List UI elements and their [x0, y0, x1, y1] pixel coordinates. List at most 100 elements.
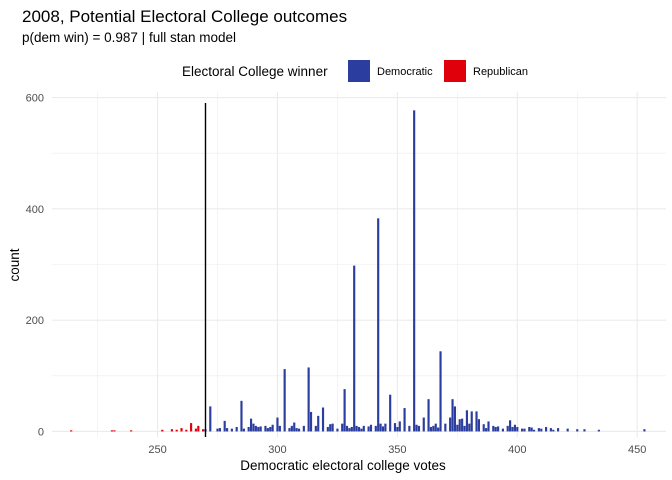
y-axis-title: count [7, 248, 22, 281]
bar-republican [194, 428, 197, 432]
bar-democratic [509, 420, 512, 432]
bar-democratic [537, 428, 540, 432]
bar-democratic [226, 428, 229, 432]
bar-republican [185, 429, 188, 432]
chart-title: 2008, Potential Electoral College outcom… [22, 7, 347, 26]
bar-democratic [357, 426, 361, 432]
bar-democratic [396, 426, 399, 432]
bar-republican [175, 429, 178, 432]
bar-democratic [468, 423, 471, 432]
bar-democratic [533, 429, 536, 432]
bar-democratic [216, 428, 219, 432]
bar-democratic [544, 426, 548, 432]
bar-democratic [521, 428, 524, 432]
bar-republican [113, 430, 116, 432]
bar-democratic [307, 367, 310, 432]
bar-democratic [367, 426, 370, 432]
bar-democratic [309, 411, 313, 432]
x-tick-label: 300 [268, 444, 286, 456]
bar-democratic [379, 423, 382, 432]
bar-democratic [283, 369, 286, 432]
bar-democratic [254, 425, 257, 432]
bar-democratic [389, 394, 392, 432]
bar-democratic [302, 425, 305, 432]
bar-democratic [417, 425, 421, 432]
bar-democratic [556, 428, 560, 432]
bar-democratic [576, 429, 579, 432]
bar-republican [110, 430, 114, 432]
grid [52, 92, 666, 437]
bar-democratic [242, 428, 245, 432]
bar-democratic [506, 425, 509, 432]
bar-republican [170, 429, 174, 432]
bar-democratic [266, 428, 269, 432]
bar-democratic [492, 425, 495, 432]
bar-democratic [218, 428, 221, 432]
bar-democratic [343, 389, 346, 432]
bar-democratic [434, 423, 437, 432]
bar-republican [197, 425, 200, 432]
bar-democratic [494, 426, 497, 432]
bar-democratic [393, 423, 397, 432]
bar-democratic [360, 428, 363, 432]
bar-democratic [264, 425, 267, 432]
bar-republican [180, 428, 183, 432]
bar-democratic [374, 425, 377, 432]
bar-democratic [461, 418, 464, 432]
bar-democratic [314, 425, 317, 432]
bar-democratic [456, 424, 459, 432]
bar-democratic [317, 415, 320, 432]
bar-democratic [427, 399, 430, 432]
bar-democratic [235, 426, 238, 432]
bar-democratic [353, 265, 356, 432]
bar-democratic [230, 428, 233, 432]
x-axis-title: Democratic electoral college votes [240, 458, 446, 473]
bar-democratic [513, 424, 516, 432]
bar-democratic [276, 417, 279, 432]
bar-democratic [458, 419, 461, 432]
bar-democratic [549, 428, 552, 432]
bar-democratic [293, 422, 296, 432]
x-tick-label: 350 [388, 444, 406, 456]
bar-democratic [295, 428, 298, 432]
bar-democratic [453, 406, 457, 432]
y-tick-label: 200 [26, 315, 44, 327]
bar-democratic [528, 426, 531, 432]
bar-democratic [439, 351, 442, 432]
bar-democratic [552, 429, 555, 432]
bar-democratic [597, 429, 600, 432]
bar-democratic [470, 411, 473, 432]
bar-democratic [429, 426, 433, 432]
bar-democratic [415, 424, 418, 432]
bar-democratic [223, 420, 226, 432]
bar-democratic [290, 425, 293, 432]
bar-democratic [413, 110, 416, 432]
bar-democratic [369, 424, 373, 432]
x-tick-label: 450 [628, 444, 646, 456]
bar-democratic [643, 429, 646, 432]
legend-title: Electoral College winner [182, 64, 328, 79]
bar-democratic [336, 428, 339, 432]
bar-democratic [501, 428, 504, 432]
bar-democratic [516, 426, 519, 432]
bar-democratic [408, 425, 411, 432]
bar-democratic [377, 218, 380, 432]
bar-democratic [463, 425, 466, 432]
legend: Electoral College winner Democratic Repu… [182, 60, 528, 82]
bar-democratic [252, 423, 255, 432]
bar-democratic [326, 426, 329, 432]
bar-democratic [259, 426, 262, 432]
bar-democratic [523, 428, 526, 432]
chart-subtitle: p(dem win) = 0.987 | full stan model [22, 30, 236, 45]
bar-democratic [257, 426, 260, 432]
bar-democratic [209, 406, 212, 432]
bar-democratic [432, 425, 435, 432]
bar-democratic [475, 411, 478, 432]
bar-republican [202, 429, 205, 432]
bar-republican [190, 423, 193, 432]
bar-democratic [566, 428, 569, 432]
bar-democratic [249, 418, 253, 432]
bar-democratic [278, 425, 281, 432]
bar-democratic [247, 426, 250, 432]
